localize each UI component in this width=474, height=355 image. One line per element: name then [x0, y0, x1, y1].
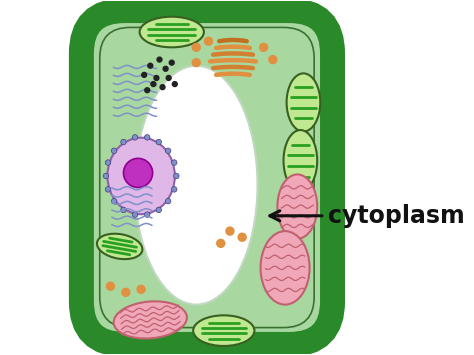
- Ellipse shape: [124, 158, 153, 187]
- Circle shape: [121, 139, 126, 145]
- Circle shape: [105, 187, 111, 192]
- Circle shape: [151, 82, 156, 87]
- Circle shape: [238, 233, 246, 241]
- Circle shape: [145, 212, 150, 217]
- Circle shape: [145, 135, 150, 140]
- Circle shape: [163, 66, 168, 71]
- Circle shape: [122, 288, 130, 296]
- Circle shape: [103, 173, 109, 179]
- Circle shape: [165, 148, 171, 153]
- Ellipse shape: [287, 73, 320, 132]
- Ellipse shape: [277, 174, 317, 239]
- Ellipse shape: [114, 301, 187, 339]
- Circle shape: [142, 72, 146, 77]
- Ellipse shape: [139, 17, 204, 47]
- Ellipse shape: [283, 130, 317, 191]
- Circle shape: [121, 207, 126, 213]
- Circle shape: [148, 63, 153, 68]
- Ellipse shape: [108, 138, 175, 214]
- Circle shape: [165, 198, 171, 204]
- Circle shape: [132, 212, 138, 217]
- Circle shape: [172, 187, 177, 192]
- Circle shape: [107, 282, 114, 290]
- Circle shape: [173, 173, 179, 179]
- Circle shape: [111, 148, 117, 153]
- Circle shape: [156, 207, 162, 213]
- Ellipse shape: [97, 234, 142, 259]
- Circle shape: [217, 239, 225, 247]
- Circle shape: [269, 56, 277, 64]
- Circle shape: [145, 88, 150, 93]
- Circle shape: [226, 227, 234, 235]
- Circle shape: [111, 198, 117, 204]
- Circle shape: [154, 76, 159, 81]
- Text: cytoplasm: cytoplasm: [328, 204, 465, 228]
- Circle shape: [169, 60, 174, 65]
- FancyBboxPatch shape: [82, 11, 333, 344]
- Circle shape: [105, 160, 111, 165]
- Circle shape: [132, 135, 138, 140]
- Circle shape: [192, 43, 200, 51]
- Circle shape: [204, 37, 212, 45]
- Circle shape: [260, 43, 268, 51]
- Circle shape: [172, 160, 177, 165]
- Circle shape: [192, 59, 200, 67]
- Circle shape: [157, 57, 162, 62]
- Circle shape: [156, 139, 162, 145]
- Circle shape: [160, 85, 165, 89]
- Circle shape: [166, 76, 171, 81]
- Ellipse shape: [261, 231, 310, 305]
- Ellipse shape: [193, 315, 255, 346]
- Circle shape: [137, 285, 145, 293]
- Circle shape: [173, 82, 177, 87]
- Ellipse shape: [135, 66, 257, 305]
